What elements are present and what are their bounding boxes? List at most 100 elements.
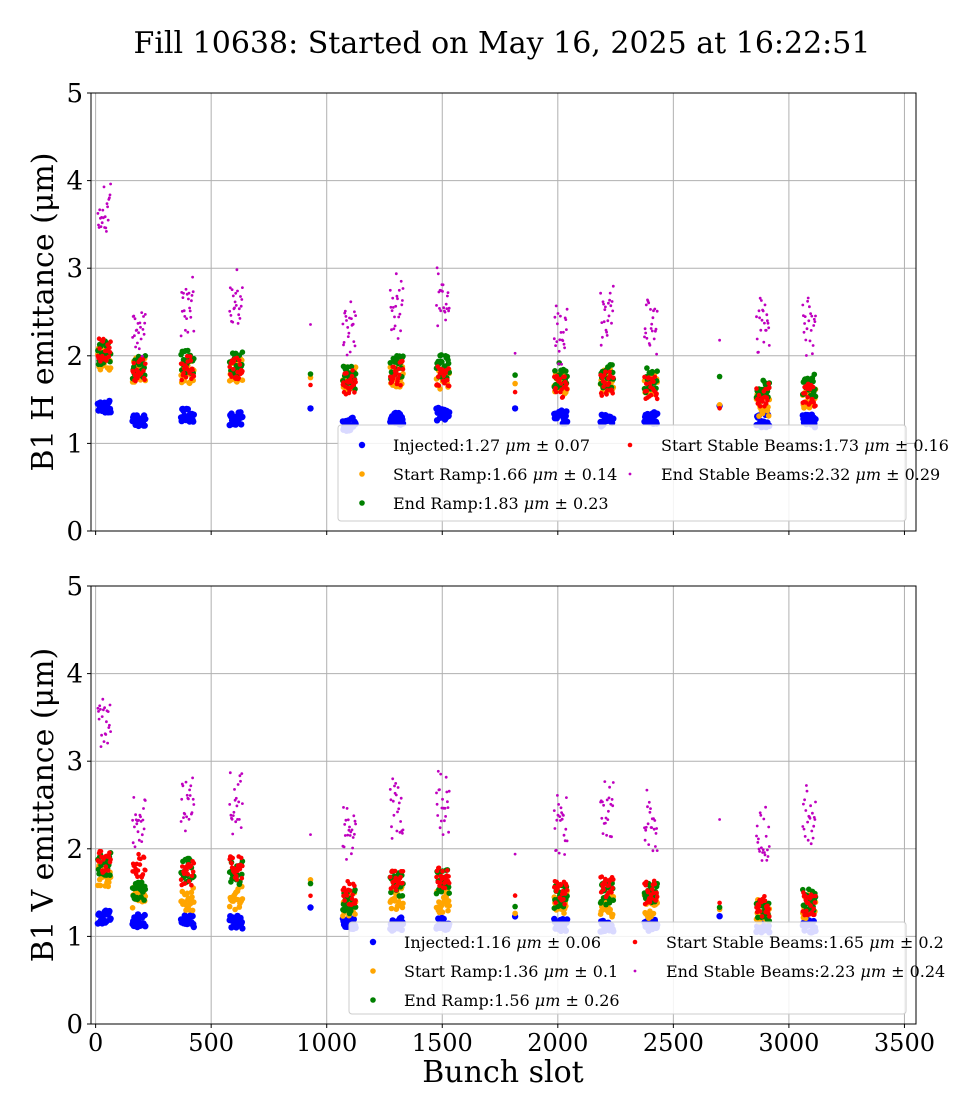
- data-point: [647, 301, 651, 305]
- data-point: [646, 805, 649, 809]
- legend-marker: [370, 968, 376, 974]
- data-point: [757, 350, 760, 354]
- data-point: [767, 344, 771, 347]
- data-point: [766, 381, 771, 386]
- data-point: [140, 311, 144, 314]
- data-point: [609, 911, 616, 918]
- data-point: [648, 392, 654, 398]
- data-point: [645, 889, 651, 895]
- data-point: [557, 803, 560, 806]
- data-point: [565, 328, 568, 331]
- data-point: [608, 298, 611, 302]
- data-point: [396, 786, 400, 789]
- legend-marker: [628, 472, 632, 476]
- data-point: [140, 354, 144, 358]
- data-point: [439, 309, 443, 313]
- data-point: [142, 827, 146, 831]
- data-point: [801, 303, 805, 307]
- data-point: [604, 305, 607, 309]
- data-point: [655, 352, 658, 356]
- data-point: [647, 380, 653, 386]
- data-point: [805, 395, 810, 400]
- legend-entry: Injected:1.27 μm ± 0.07: [393, 436, 590, 455]
- data-point: [558, 338, 562, 342]
- data-point: [760, 859, 764, 862]
- data-point: [134, 345, 138, 349]
- data-point: [759, 328, 763, 332]
- data-point: [345, 353, 349, 357]
- data-point: [190, 923, 197, 931]
- data-point: [446, 294, 449, 298]
- data-point: [559, 331, 563, 334]
- data-point: [439, 819, 443, 823]
- data-point: [345, 319, 348, 322]
- data-point: [396, 337, 400, 340]
- data-point: [436, 374, 441, 380]
- data-point: [352, 371, 359, 377]
- data-point: [562, 833, 566, 837]
- data-point: [766, 321, 770, 325]
- data-point: [189, 873, 195, 879]
- y-axis-label: B1 V emittance (μm): [26, 648, 61, 962]
- data-point: [557, 349, 561, 353]
- series-start-ramp: [95, 343, 819, 419]
- plot-frame: [90, 585, 917, 1025]
- data-point: [343, 309, 347, 313]
- data-point: [445, 360, 452, 367]
- data-point: [400, 303, 404, 307]
- data-point: [189, 894, 195, 900]
- data-point: [607, 301, 610, 305]
- data-point: [644, 388, 650, 394]
- data-point: [134, 813, 138, 817]
- data-point: [188, 864, 194, 869]
- data-point: [552, 368, 558, 374]
- data-point: [391, 884, 396, 889]
- data-point: [767, 845, 771, 848]
- data-point: [609, 890, 614, 895]
- data-point: [184, 328, 187, 332]
- data-point: [238, 774, 242, 778]
- data-point: [400, 366, 406, 372]
- data-point: [399, 279, 403, 283]
- data-point: [349, 896, 355, 901]
- data-point: [802, 827, 806, 831]
- data-point: [811, 352, 814, 356]
- data-point: [401, 828, 405, 832]
- data-point: [555, 340, 559, 343]
- data-point: [188, 306, 192, 310]
- data-point: [652, 881, 658, 887]
- data-point: [811, 836, 815, 840]
- data-point: [347, 888, 353, 893]
- data-point: [102, 868, 107, 874]
- data-point: [189, 912, 196, 920]
- data-point: [394, 887, 399, 893]
- data-point: [139, 815, 142, 819]
- data-point: [184, 287, 188, 291]
- data-point: [443, 310, 447, 314]
- data-point: [230, 817, 234, 821]
- data-point: [654, 832, 658, 835]
- data-point: [353, 344, 357, 348]
- data-point: [105, 230, 108, 233]
- data-point: [811, 344, 815, 347]
- data-point: [436, 814, 440, 817]
- data-point: [343, 834, 347, 837]
- data-point: [184, 890, 190, 897]
- data-point: [608, 785, 611, 789]
- data-point: [604, 392, 609, 397]
- data-point: [599, 343, 603, 347]
- data-point: [395, 829, 399, 833]
- data-point: [444, 775, 448, 779]
- data-point: [607, 314, 611, 318]
- data-point: [187, 291, 191, 295]
- data-point: [813, 403, 818, 409]
- data-point: [606, 882, 612, 888]
- data-point: [388, 788, 392, 791]
- data-point: [650, 322, 654, 326]
- data-point: [812, 900, 818, 905]
- data-point: [239, 925, 246, 932]
- data-point: [564, 318, 568, 321]
- data-point: [607, 809, 610, 813]
- data-point: [760, 846, 763, 850]
- data-point: [96, 706, 100, 710]
